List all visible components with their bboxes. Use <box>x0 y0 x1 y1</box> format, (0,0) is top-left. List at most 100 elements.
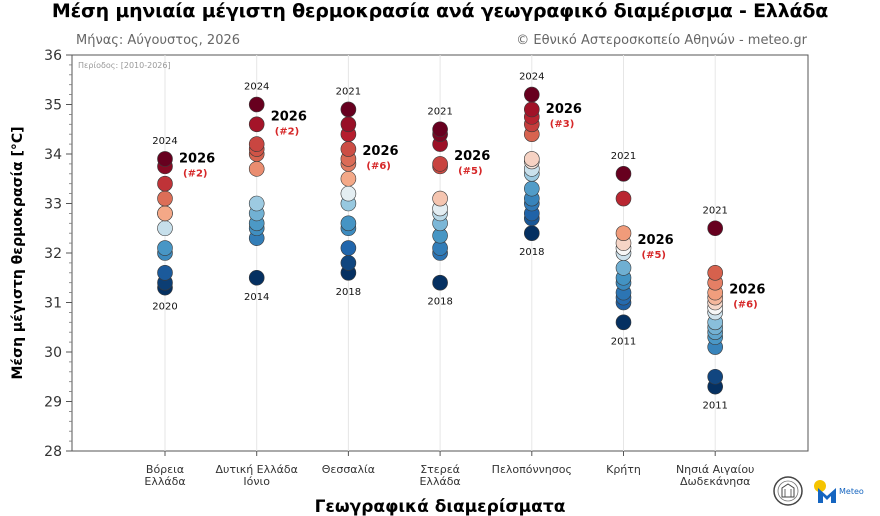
x-tick-label: Θεσσαλία <box>322 463 375 476</box>
max-year-label: 2024 <box>244 82 269 93</box>
data-point <box>340 101 357 118</box>
data-point <box>523 225 540 241</box>
copyright-subtitle: © Εθνικό Αστεροσκοπείο Αθηνών - meteo.gr <box>516 33 807 48</box>
data-point <box>615 190 632 207</box>
y-axis: 28 29 30 31 32 33 34 35 36 <box>44 48 72 460</box>
max-year-label: 2021 <box>611 151 636 162</box>
highlight-year-label: 2026 <box>362 144 398 159</box>
data-point <box>615 260 632 276</box>
data-point <box>340 141 357 157</box>
y-tick-label: 31 <box>44 296 62 312</box>
x-tick-label: Νησιά Αιγαίου <box>676 463 754 476</box>
data-point <box>523 86 540 103</box>
highlight-year-label: 2026 <box>729 283 765 298</box>
y-tick-label: 32 <box>44 246 62 262</box>
data-point <box>707 220 724 237</box>
data-point <box>432 121 448 138</box>
data-point <box>432 156 448 172</box>
max-year-label: 2021 <box>702 205 727 216</box>
highlight-year-label: 2026 <box>454 149 490 164</box>
data-point <box>432 190 448 207</box>
point-labels: 2024 2020 2026 (#2) 2024 2014 2026 (#2) 2021 2018… <box>152 72 765 412</box>
data-point <box>248 161 265 177</box>
min-year-label: 2018 <box>519 247 544 258</box>
x-tick-label: Ελλάδα <box>419 475 460 488</box>
x-tick-label: Ελλάδα <box>144 475 185 488</box>
data-point <box>523 151 540 167</box>
data-point <box>432 274 448 291</box>
y-tick-label: 30 <box>44 345 62 361</box>
min-year-label: 2014 <box>244 292 269 303</box>
highlight-rank-label: (#6) <box>366 161 390 172</box>
data-point <box>157 264 173 281</box>
data-point <box>523 101 540 118</box>
month-subtitle: Μήνας: Αύγουστος, 2026 <box>76 33 241 48</box>
data-points <box>157 86 724 395</box>
x-tick-label: Δυτική Ελλάδα <box>216 463 298 476</box>
min-year-label: 2011 <box>702 401 727 412</box>
period-note: Περίοδος: [2010-2026] <box>78 61 171 70</box>
min-year-label: 2020 <box>152 302 177 313</box>
highlight-rank-label: (#5) <box>642 250 666 261</box>
data-point <box>248 116 265 133</box>
x-tick-label: Πελοπόννησος <box>492 463 572 476</box>
data-point <box>615 225 632 241</box>
data-point <box>340 240 357 256</box>
y-tick-label: 33 <box>44 197 62 213</box>
highlight-year-label: 2026 <box>179 151 215 166</box>
y-tick-label: 29 <box>44 395 62 411</box>
data-point <box>248 269 265 286</box>
highlight-rank-label: (#2) <box>275 126 299 137</box>
data-point <box>157 175 173 192</box>
data-point <box>157 205 173 222</box>
data-point <box>340 215 357 232</box>
data-point <box>248 96 265 113</box>
y-tick-label: 35 <box>44 98 62 114</box>
max-year-label: 2021 <box>427 106 452 117</box>
highlight-year-label: 2026 <box>546 102 582 117</box>
meteo-logo-text: Meteo <box>839 487 864 496</box>
x-tick-label: Ιόνιο <box>243 475 270 488</box>
data-point <box>248 136 265 152</box>
data-point <box>615 314 632 331</box>
x-axis-label: Γεωγραφικά διαμερίσματα <box>315 497 566 516</box>
max-year-label: 2024 <box>152 136 177 147</box>
data-point <box>157 220 173 237</box>
meteo-logo-icon: Meteo <box>814 480 864 503</box>
highlight-rank-label: (#2) <box>183 168 207 179</box>
max-year-label: 2024 <box>519 72 544 83</box>
data-point <box>707 368 724 385</box>
y-axis-label: Μέση μέγιστη θερμοκρασία [°C] <box>10 126 26 379</box>
observatory-seal-icon <box>773 476 803 506</box>
data-point <box>615 166 632 182</box>
y-tick-label: 34 <box>44 147 62 163</box>
min-year-label: 2018 <box>336 287 361 298</box>
data-point <box>340 116 357 133</box>
chart-title: Μέση μηνιαία μέγιστη θερμοκρασία ανά γεω… <box>51 0 829 22</box>
x-tick-label: Στερεά <box>420 463 460 476</box>
x-tick-label: Κρήτη <box>606 463 641 476</box>
data-point <box>340 170 357 187</box>
data-point <box>157 151 173 167</box>
data-point <box>707 264 724 281</box>
data-point <box>340 185 357 202</box>
highlight-rank-label: (#5) <box>458 166 482 177</box>
data-point <box>248 195 265 212</box>
y-tick-label: 36 <box>44 48 62 64</box>
highlight-rank-label: (#3) <box>550 119 574 130</box>
max-year-label: 2021 <box>336 86 361 97</box>
data-point <box>157 240 173 256</box>
highlight-rank-label: (#6) <box>733 300 757 311</box>
min-year-label: 2011 <box>611 336 636 347</box>
highlight-year-label: 2026 <box>271 109 307 124</box>
min-year-label: 2018 <box>427 297 452 308</box>
highlight-year-label: 2026 <box>638 233 674 248</box>
y-tick-label: 28 <box>44 444 62 460</box>
data-point <box>157 190 173 207</box>
data-point <box>523 180 540 197</box>
data-point <box>340 255 357 271</box>
x-tick-label: Βόρεια <box>146 463 184 476</box>
x-tick-label: Δωδεκάνησα <box>680 475 751 488</box>
